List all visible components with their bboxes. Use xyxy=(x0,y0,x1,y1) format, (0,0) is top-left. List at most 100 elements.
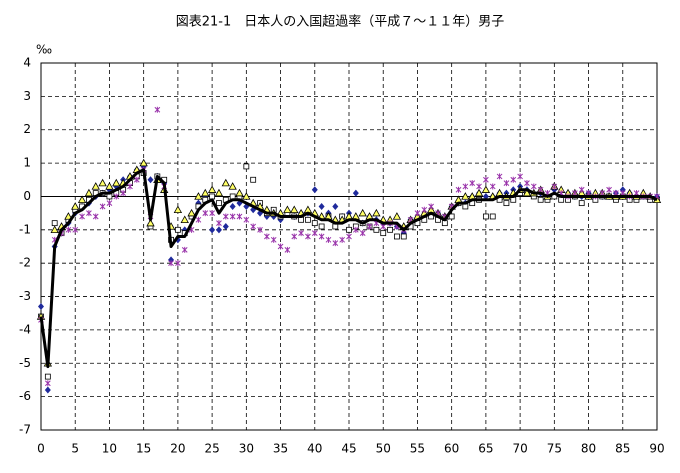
point xyxy=(481,185,491,193)
point xyxy=(346,226,352,233)
point xyxy=(270,236,277,243)
point xyxy=(366,223,373,230)
point xyxy=(222,222,229,230)
point xyxy=(250,223,257,230)
point xyxy=(91,182,100,190)
point xyxy=(216,200,222,207)
point xyxy=(79,213,85,220)
point xyxy=(503,180,510,187)
point xyxy=(489,183,496,190)
point xyxy=(229,213,236,220)
point xyxy=(483,176,489,183)
y-unit: ‰ xyxy=(36,43,52,57)
point xyxy=(127,183,133,190)
point xyxy=(168,260,174,267)
point xyxy=(133,176,140,183)
point xyxy=(209,226,216,234)
x-tick-label: 60 xyxy=(444,442,459,456)
x-tick-label: 85 xyxy=(615,442,630,456)
y-tick-label: -4 xyxy=(19,322,31,336)
point xyxy=(578,186,585,193)
point xyxy=(325,236,332,243)
x-tick-label: 5 xyxy=(71,442,79,456)
point xyxy=(462,183,469,190)
point xyxy=(236,213,243,220)
point xyxy=(180,215,189,224)
point xyxy=(414,210,421,217)
point xyxy=(250,176,257,183)
y-tick-label: -7 xyxy=(19,423,31,437)
point xyxy=(106,193,113,200)
point xyxy=(311,186,318,194)
point xyxy=(181,246,188,253)
point xyxy=(228,182,237,190)
point xyxy=(44,386,51,394)
x-tick-label: 50 xyxy=(376,442,391,456)
point xyxy=(147,176,154,184)
point xyxy=(352,226,359,233)
point xyxy=(277,243,284,250)
y-tick-label: -1 xyxy=(19,222,31,236)
point xyxy=(482,213,489,220)
point xyxy=(215,226,222,234)
point xyxy=(120,190,126,197)
point xyxy=(358,208,367,217)
y-tick-label: -3 xyxy=(19,289,31,303)
point xyxy=(469,180,476,187)
point xyxy=(264,233,270,240)
point xyxy=(98,178,107,187)
point xyxy=(44,380,51,387)
point xyxy=(187,208,196,217)
x-tick-label: 40 xyxy=(307,442,322,456)
point xyxy=(489,213,496,220)
point xyxy=(421,206,428,213)
x-tick-label: 15 xyxy=(136,442,151,456)
point xyxy=(476,183,482,190)
y-tick-label: 0 xyxy=(23,189,31,203)
point xyxy=(352,189,359,197)
x-tick-label: 65 xyxy=(478,442,493,456)
point xyxy=(229,193,236,200)
x-tick-label: 10 xyxy=(102,442,117,456)
point xyxy=(510,196,517,203)
point xyxy=(332,240,339,247)
point xyxy=(105,182,114,190)
point xyxy=(522,188,532,197)
point xyxy=(65,226,72,233)
x-tick-label: 80 xyxy=(581,442,596,456)
point xyxy=(51,220,58,227)
point xyxy=(235,188,244,197)
point xyxy=(173,205,183,213)
point xyxy=(92,213,99,220)
point xyxy=(209,193,216,200)
point xyxy=(380,230,387,237)
point xyxy=(298,230,304,237)
point xyxy=(209,210,215,217)
point xyxy=(229,202,236,210)
point xyxy=(482,192,489,200)
x-tick-label: 90 xyxy=(649,442,664,456)
point xyxy=(606,186,612,193)
point xyxy=(558,196,565,203)
point xyxy=(146,218,155,227)
point xyxy=(517,173,523,180)
point xyxy=(284,246,291,253)
point xyxy=(139,158,148,167)
point xyxy=(394,233,400,240)
point xyxy=(318,223,325,230)
point xyxy=(154,106,161,113)
point xyxy=(400,233,407,240)
y-tick-label: 4 xyxy=(23,56,31,70)
point xyxy=(298,216,304,223)
point xyxy=(441,220,448,227)
point xyxy=(318,233,325,240)
x-tick-label: 30 xyxy=(239,442,254,456)
point xyxy=(339,236,346,243)
point xyxy=(462,203,469,210)
point xyxy=(221,178,230,187)
point xyxy=(332,202,339,210)
point xyxy=(428,203,434,210)
point xyxy=(290,205,299,213)
point xyxy=(72,226,79,233)
